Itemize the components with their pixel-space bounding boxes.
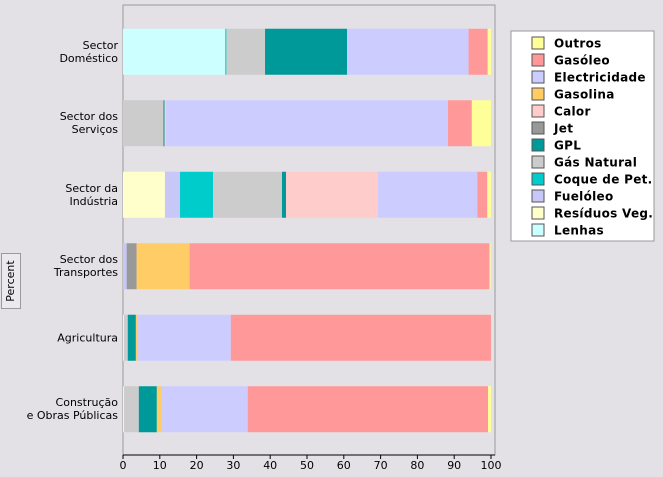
bar-segment — [286, 171, 379, 218]
x-tick-label: 80 — [410, 459, 424, 472]
legend-label: Fuelóleo — [554, 190, 614, 204]
bar-segment — [123, 314, 125, 361]
bar-segment — [126, 243, 137, 290]
legend-label: Calor — [554, 105, 591, 119]
bar-segment — [247, 386, 489, 433]
bar-segment — [166, 100, 448, 147]
x-tick-label: 60 — [337, 459, 351, 472]
x-tick-label: 90 — [447, 459, 461, 472]
bar-segment — [226, 28, 266, 75]
legend-swatch — [531, 138, 545, 152]
bar-segment — [127, 314, 136, 361]
bar-segment — [123, 171, 165, 218]
legend-swatch — [531, 155, 545, 169]
legend-label: Resíduos Veg. — [554, 207, 653, 221]
bar-segment — [156, 386, 162, 433]
bar-segment — [135, 314, 138, 361]
bar-segment — [123, 100, 164, 147]
bar-segment — [164, 171, 181, 218]
bar-segment — [230, 314, 491, 361]
x-tick-label: 20 — [190, 459, 204, 472]
bar-segment — [189, 243, 490, 290]
bar-segment — [164, 100, 167, 147]
bar-segment — [378, 171, 478, 218]
legend-swatch — [531, 36, 545, 50]
x-tick-label: 40 — [263, 459, 277, 472]
legend-label: GPL — [554, 139, 581, 153]
x-tick-label: 10 — [153, 459, 167, 472]
y-tick-label: Sector da Indústria — [65, 181, 118, 208]
legend-swatch — [531, 104, 545, 118]
y-tick-label: Agricultura — [57, 331, 118, 345]
x-tick-label: 30 — [226, 459, 240, 472]
legend-label: Coque de Pet. — [554, 173, 653, 187]
legend-swatch — [531, 172, 545, 186]
bar-segment — [163, 100, 165, 147]
legend-swatch — [531, 87, 545, 101]
legend-swatch — [531, 189, 545, 203]
bar-segment — [487, 28, 491, 75]
bar-segment — [137, 314, 231, 361]
bar-segment — [136, 243, 190, 290]
bar-segment — [265, 28, 348, 75]
bar-segment — [488, 386, 491, 433]
legend-swatch — [531, 121, 545, 135]
y-tick-label: Sector dos Transportes — [53, 253, 118, 280]
bar-segment — [471, 100, 491, 147]
bar-segment — [447, 100, 472, 147]
legend-label: Gasolina — [554, 88, 615, 102]
legend-label: Jet — [553, 122, 573, 136]
bar-segment — [225, 28, 227, 75]
bar-segment — [213, 171, 282, 218]
legend-swatch — [531, 53, 545, 67]
bar-segment — [180, 171, 214, 218]
legend-label: Gasóleo — [554, 54, 610, 68]
bar-segment — [281, 171, 287, 218]
plot-area — [122, 4, 496, 456]
x-tick-label: 50 — [300, 459, 314, 472]
bar-segment — [487, 171, 491, 218]
legend-label: Gás Natural — [554, 156, 637, 170]
y-tick-label: Sector Doméstico — [59, 38, 118, 65]
bar-segment — [347, 28, 469, 75]
legend-label: Lenhas — [554, 224, 604, 238]
y-tick-label: Construção e Obras Públicas — [26, 396, 118, 423]
bar-segment — [124, 314, 128, 361]
bar-segment — [124, 386, 139, 433]
x-tick-label: 70 — [374, 459, 388, 472]
legend-label: Outros — [554, 37, 602, 51]
bar-segment — [477, 171, 488, 218]
bar-segment — [123, 243, 127, 290]
bar-segment — [161, 386, 248, 433]
legend-swatch — [531, 70, 545, 84]
legend-swatch — [531, 206, 545, 220]
legend-swatch — [531, 223, 545, 237]
x-tick-label: 100 — [481, 459, 502, 472]
bar-segment — [123, 386, 125, 433]
y-tick-label: Sector dos Serviços — [59, 110, 118, 137]
bar-segment — [489, 243, 491, 290]
bar-segment — [468, 28, 488, 75]
x-tick-label: 0 — [120, 459, 127, 472]
bar-segment — [138, 386, 157, 433]
legend-label: Electricidade — [554, 71, 646, 85]
bar-segment — [123, 28, 226, 75]
